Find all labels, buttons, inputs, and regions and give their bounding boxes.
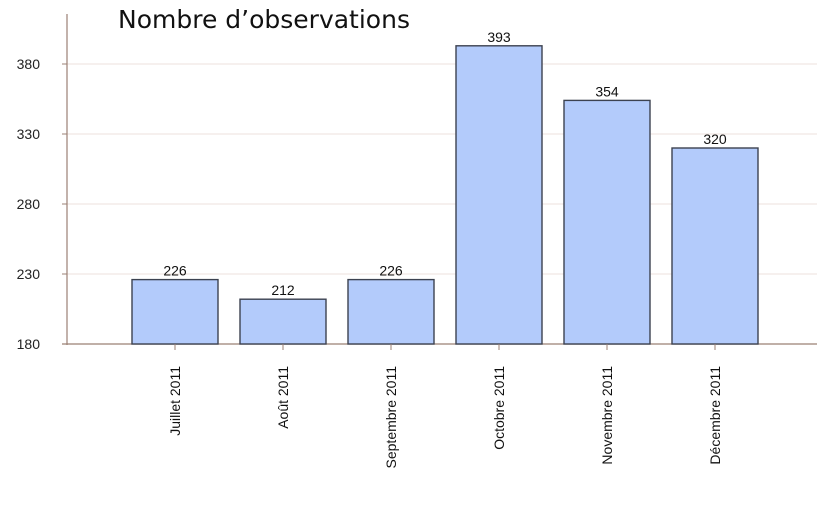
- bar: [347, 278, 435, 345]
- data-label: 354: [595, 83, 619, 99]
- bar: [239, 298, 327, 345]
- category-labels: Juillet 2011 Août 2011 Septembre 2011 Octob…: [167, 366, 723, 469]
- y-tick-label: 180: [17, 336, 41, 352]
- data-label: 226: [379, 263, 403, 279]
- bars: [131, 45, 759, 345]
- bar: [131, 278, 219, 345]
- category-label: Septembre 2011: [383, 366, 399, 469]
- data-label: 320: [703, 131, 727, 147]
- category-label: Novembre 2011: [599, 366, 615, 465]
- y-tick-label: 280: [17, 196, 41, 212]
- chart-title: Nombre d’observations: [118, 5, 410, 34]
- bar: [563, 99, 651, 345]
- y-tick-label: 380: [17, 56, 41, 72]
- category-label: Août 2011: [275, 366, 291, 429]
- y-tick-label: 330: [17, 126, 41, 142]
- bar: [455, 45, 543, 345]
- data-label: 393: [487, 29, 511, 45]
- category-label: Juillet 2011: [167, 366, 183, 436]
- category-label: Octobre 2011: [491, 366, 507, 450]
- x-axis-ticks: [174, 344, 716, 350]
- data-labels: 226 212 226 393 354 320: [163, 29, 727, 298]
- y-axis-ticks: 180 230 280 330 380: [17, 56, 67, 352]
- data-label: 212: [271, 282, 295, 298]
- bar: [671, 147, 759, 345]
- y-tick-label: 230: [17, 266, 41, 282]
- data-label: 226: [163, 263, 187, 279]
- category-label: Décembre 2011: [707, 366, 723, 465]
